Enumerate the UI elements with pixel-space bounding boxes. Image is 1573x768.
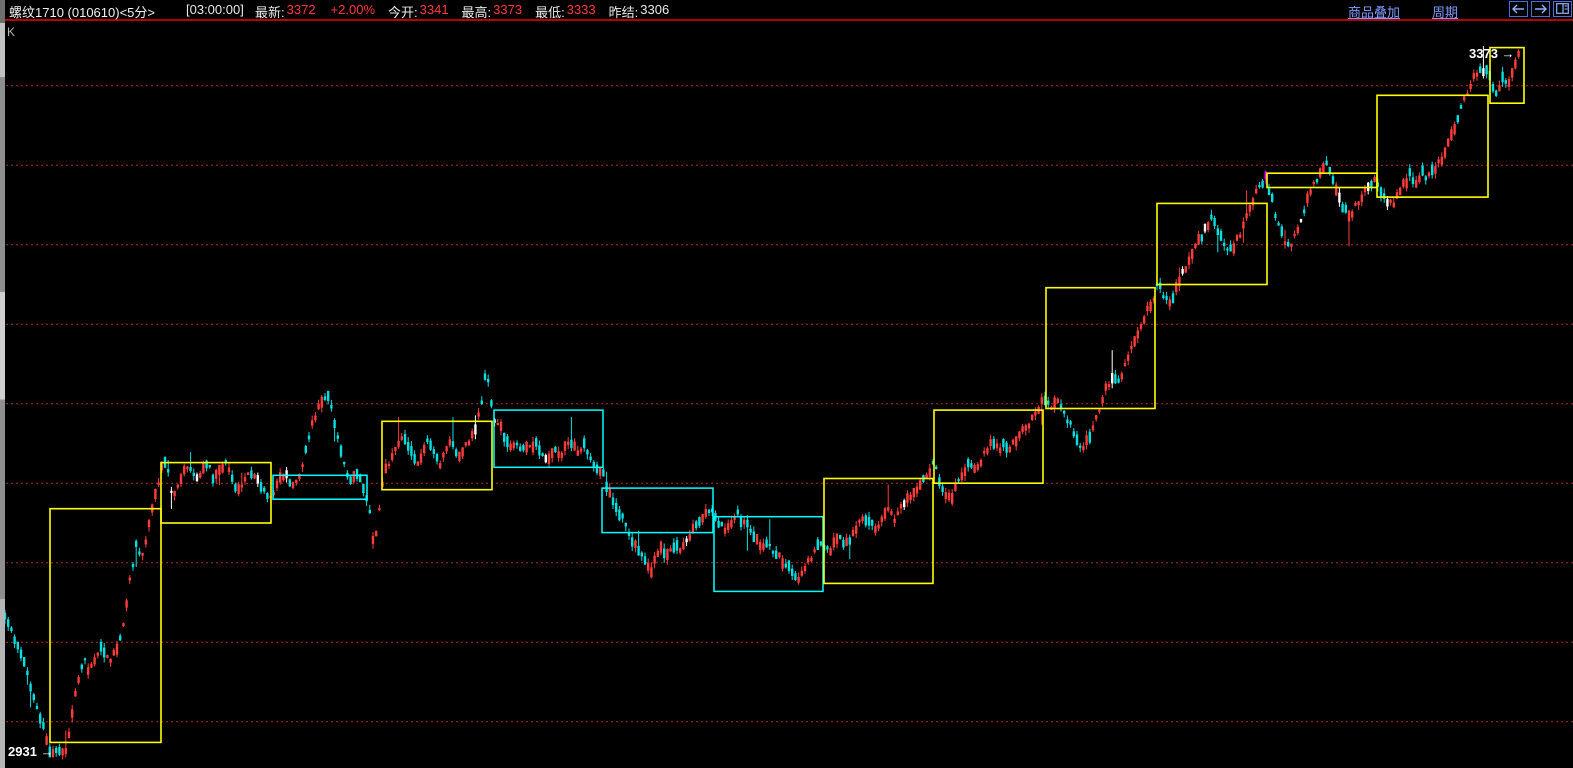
stat-value: 3333 [566, 2, 596, 17]
stat-label: 最新: [255, 5, 285, 20]
period-link[interactable]: 周期 [1432, 5, 1459, 20]
stat-value: 3341 [419, 2, 449, 17]
split-view-icon [1556, 2, 1569, 17]
signal-boxes-yellow [49, 46, 1525, 744]
stat-value: +2.00% [330, 2, 375, 17]
arrow-left-button[interactable] [1509, 1, 1528, 17]
top-info-bar: 螺纹1710 (010610)<5分> [03:00:00] 最新: 3372 +2… [0, 0, 1573, 21]
quote-stat: 昨结: 3306 [609, 2, 670, 21]
stat-value: 3372 [286, 2, 316, 17]
price-gridlines [6, 85, 1573, 723]
quote-stat: 最低: 3333 [535, 2, 596, 21]
chart-low-price-label: 2931 → [8, 744, 54, 759]
bar-time: [03:00:00] [186, 2, 244, 17]
stat-label: 最高: [461, 5, 492, 20]
quote-stat: 最高: 3373 [462, 2, 523, 21]
signal-boxes-cyan [272, 409, 824, 593]
chart-high-price-label: 3373 → [1469, 46, 1515, 61]
stat-label: 最低: [535, 5, 565, 20]
stat-label: 今开: [388, 5, 418, 20]
stat-value: 3306 [640, 2, 670, 17]
quote-stat: 今开: 3341 [388, 2, 449, 21]
toolbar-icon-buttons [1506, 1, 1573, 17]
arrow-left-icon [1512, 2, 1525, 17]
left-edge-strip [0, 0, 5, 768]
arrow-right-button[interactable] [1531, 1, 1550, 17]
stat-value: 3373 [493, 2, 523, 17]
arrow-right-icon [1534, 2, 1547, 17]
quote-stat: +2.00% [329, 2, 375, 21]
quote-stat: 最新: 3372 [255, 2, 316, 21]
stat-label: 昨结: [608, 5, 639, 20]
contract-title: 螺纹1710 (010610)<5分> [9, 5, 155, 20]
candles [3, 46, 1520, 760]
overlay-commodity-link[interactable]: 商品叠加 [1348, 5, 1401, 20]
split-view-button[interactable] [1553, 1, 1572, 17]
quote-stats: 最新: 3372 +2.00% 今开: 3341 最高: 3373 最低: 3333 昨结: 330… [255, 2, 669, 21]
indicator-k-label: K [7, 25, 16, 39]
